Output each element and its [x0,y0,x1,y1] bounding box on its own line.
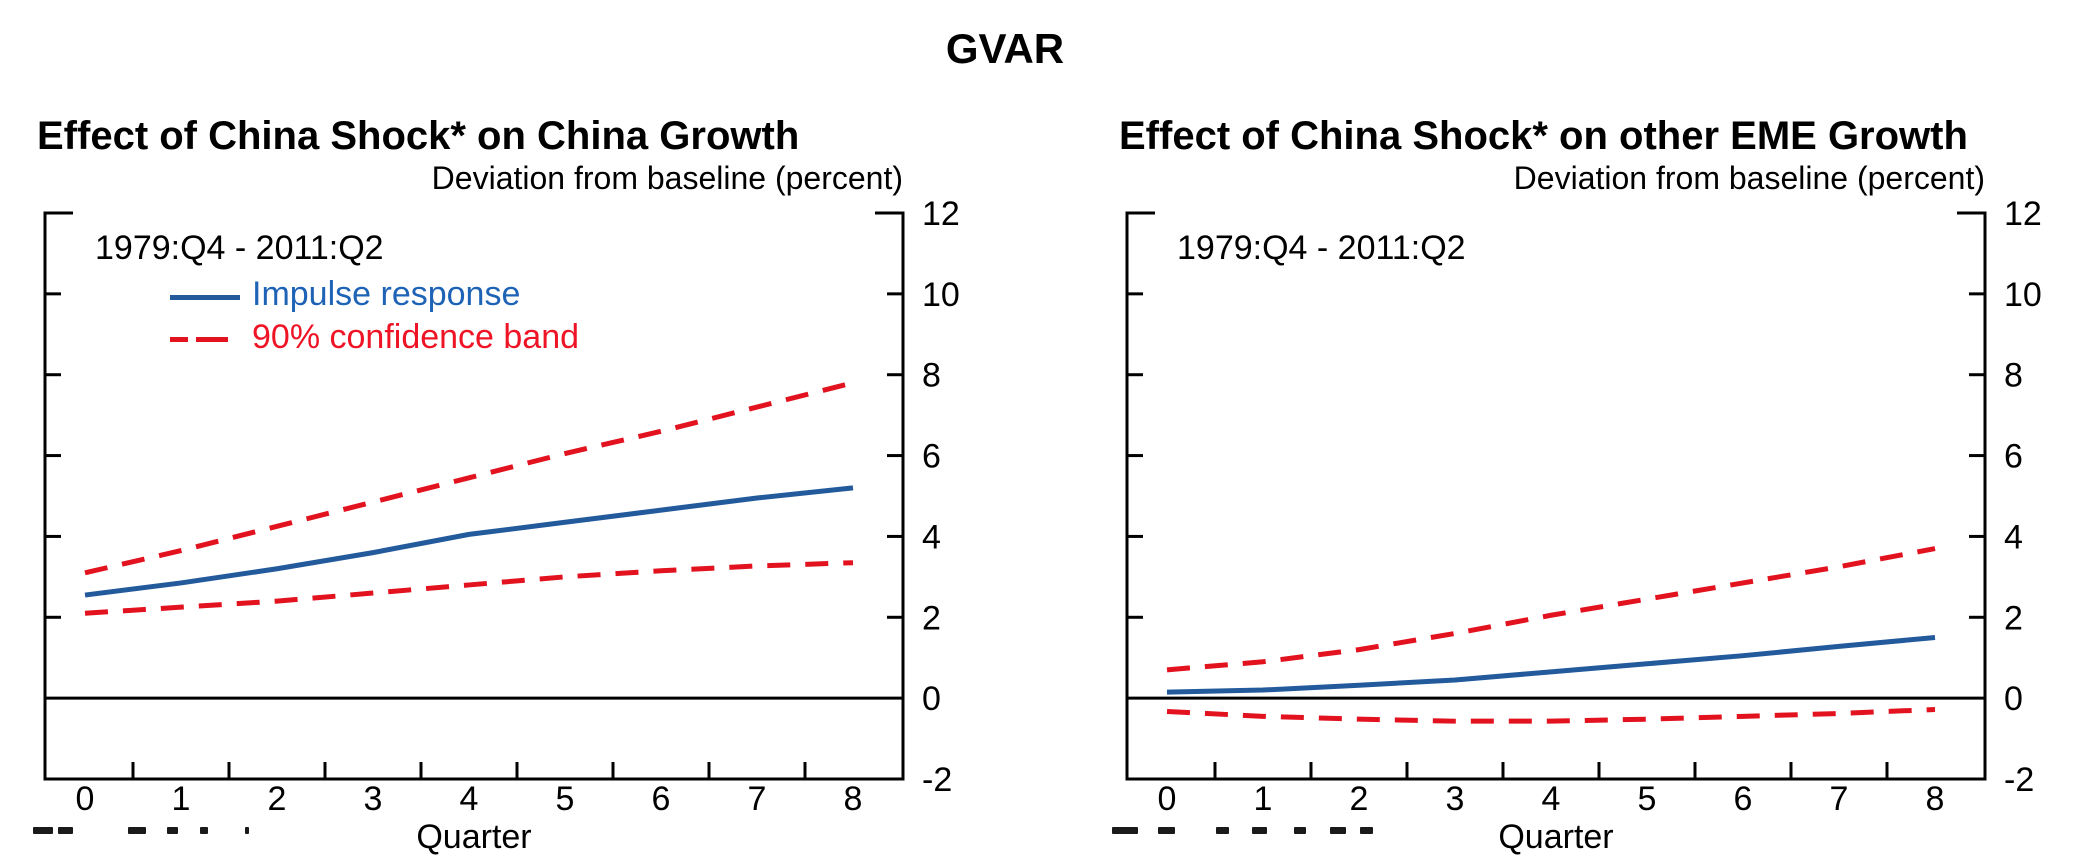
panel1-title: Effect of China Shock* on China Growth [37,114,800,158]
panel1-sample-range: 1979:Q4 - 2011:Q2 [95,229,384,267]
x-axis-title: Quarter [1498,818,1613,856]
y-tick-label: 10 [2004,276,2042,314]
clipped-footnote-fragment [245,827,249,834]
panel2-sample-range: 1979:Q4 - 2011:Q2 [1177,229,1466,267]
x-tick-label: 1 [172,780,191,818]
y-tick-label: 2 [2004,599,2023,637]
figure-title: GVAR [945,25,1065,72]
clipped-footnote-fragment [1294,827,1306,834]
x-tick-label: 6 [652,780,671,818]
y-tick-label: 4 [2004,518,2023,556]
y-tick-label: 12 [922,195,960,233]
clipped-footnote-fragment [1158,827,1175,834]
panel1-subtitle: Deviation from baseline (percent) [431,160,903,196]
clipped-footnote-fragment [128,827,146,834]
y-tick-label: 4 [922,518,941,556]
y-tick-label: 0 [922,680,941,718]
clipped-footnote-fragment [1216,827,1229,834]
x-tick-label: 5 [556,780,575,818]
confidence-band-upper [1166,546,1936,673]
y-tick-label: 10 [922,276,960,314]
legend-confidence-band-label: 90% confidence band [252,318,580,356]
x-tick-label: 3 [1446,780,1465,818]
x-tick-label: 7 [1830,780,1849,818]
axis-frame [43,211,905,781]
x-tick-label: 2 [268,780,287,818]
legend-impulse-response-label: Impulse response [252,275,521,313]
clipped-footnote-fragment [1330,827,1346,834]
legend-dashed-line-sample [170,337,188,342]
x-tick-label: 3 [364,780,383,818]
y-tick-label: -2 [922,761,952,799]
x-tick-label: 0 [1158,780,1177,818]
legend-solid-line-sample [170,295,240,300]
y-tick-label: 8 [922,357,941,395]
y-tick-label: 2 [922,599,941,637]
impulse-response-line [1166,635,1936,695]
y-tick-label: -2 [2004,761,2034,799]
clipped-footnote-fragment [33,827,53,834]
panel2-title: Effect of China Shock* on other EME Grow… [1119,114,1968,158]
y-tick-label: 6 [2004,438,2023,476]
x-tick-label: 8 [844,780,863,818]
x-tick-label: 5 [1638,780,1657,818]
y-tick-label: 6 [922,438,941,476]
x-tick-label: 7 [748,780,767,818]
y-tick-label: 8 [2004,357,2023,395]
impulse-response-line [84,485,854,598]
x-tick-label: 8 [1926,780,1945,818]
clipped-footnote-fragment [1112,827,1138,834]
clipped-footnote-fragment [200,827,208,834]
x-tick-label: 4 [1542,780,1561,818]
y-tick-label: 0 [2004,680,2023,718]
x-tick-label: 0 [76,780,95,818]
legend-dashed-line-sample [196,337,228,342]
clipped-footnote-fragment [58,827,73,834]
confidence-band-upper [84,380,854,576]
y-tick-label: 12 [2004,195,2042,233]
confidence-band-lower [84,560,854,616]
x-axis-title: Quarter [416,818,531,856]
panel2-subtitle: Deviation from baseline (percent) [1513,160,1985,196]
clipped-footnote-fragment [167,827,178,834]
clipped-footnote-fragment [1252,827,1267,834]
x-tick-label: 6 [1734,780,1753,818]
x-tick-label: 4 [460,780,479,818]
axis-frame [1125,211,1987,781]
clipped-footnote-fragment [1360,827,1373,834]
x-tick-label: 1 [1254,780,1273,818]
x-tick-label: 2 [1350,780,1369,818]
confidence-band-lower [1166,706,1936,724]
